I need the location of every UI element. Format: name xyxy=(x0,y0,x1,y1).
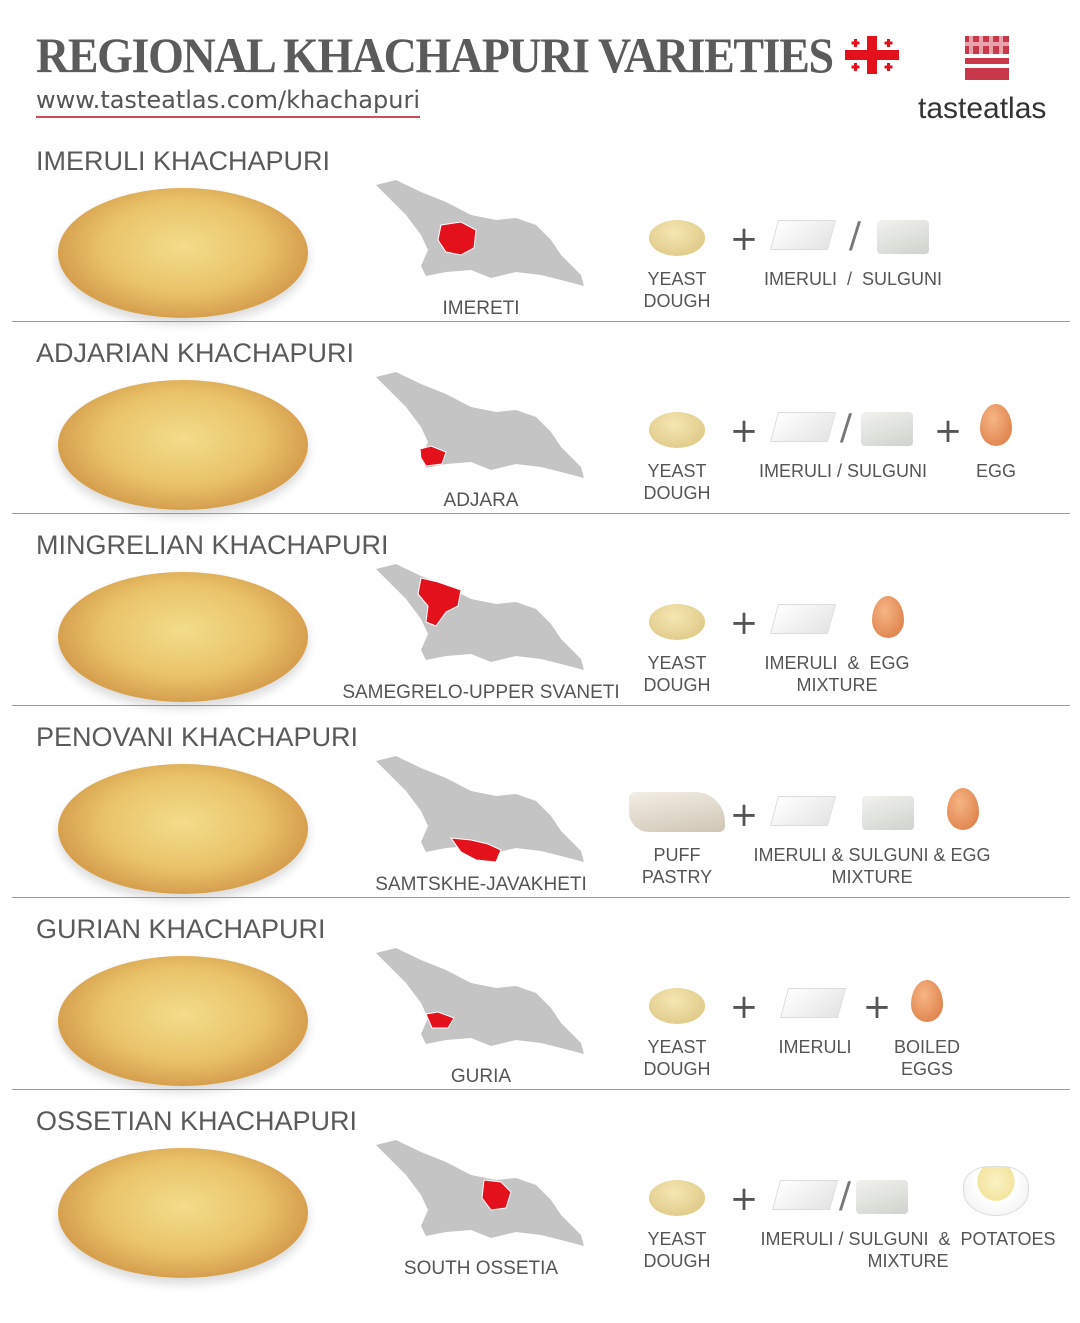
plus-icon: + xyxy=(729,603,759,643)
region-label: ADJARA xyxy=(443,490,519,511)
imeruli-cheese-icon xyxy=(769,796,837,826)
georgia-map xyxy=(376,1140,584,1246)
ingredient-label: IMERULI / SULGUNI xyxy=(763,269,943,289)
ingredient-label: YEAST DOUGH xyxy=(643,1229,711,1271)
slash-icon: / xyxy=(839,407,853,448)
row-divider xyxy=(12,897,1070,898)
variety-title: IMERULI KHACHAPURI xyxy=(36,146,331,176)
ingredient-label: IMERULI & SULGUNI & EGG MIXTURE xyxy=(753,845,991,887)
ingredient-label: YEAST DOUGH xyxy=(643,461,711,503)
sulguni-cheese-icon xyxy=(877,220,929,254)
ingredient-label: YEAST DOUGH xyxy=(643,653,711,695)
variety-row: OSSETIAN KHACHAPURI SOUTH OSSETIA + / YEAST… xyxy=(0,1100,1080,1292)
yeast-dough-icon xyxy=(649,1180,705,1216)
khachapuri-photo xyxy=(58,572,308,702)
georgia-flag-icon xyxy=(845,36,899,74)
sulguni-cheese-icon xyxy=(856,1180,908,1214)
variety-row: GURIAN KHACHAPURI GURIA + + YEAST DOUGH IMER… xyxy=(0,908,1080,1100)
variety-row: ADJARIAN KHACHAPURI ADJARA + / + YEAST DOUGH… xyxy=(0,332,1080,524)
yeast-dough-icon xyxy=(649,604,705,640)
variety-title: MINGRELIAN KHACHAPURI xyxy=(36,530,389,560)
variety-title: ADJARIAN KHACHAPURI xyxy=(36,338,355,368)
georgia-outline xyxy=(376,1140,584,1246)
plus-icon: + xyxy=(862,987,892,1027)
khachapuri-photo xyxy=(58,188,308,318)
variety-row: MINGRELIAN KHACHAPURI SAMEGRELO-UPPER SV… xyxy=(0,524,1080,716)
yeast-dough-icon xyxy=(649,220,705,256)
plus-icon: + xyxy=(729,987,759,1027)
row-divider xyxy=(12,705,1070,706)
yeast-dough-icon xyxy=(649,412,705,448)
region-label: GURIA xyxy=(450,1066,512,1087)
egg-icon xyxy=(911,980,943,1022)
page-title: REGIONAL KHACHAPURI VARIETIES xyxy=(36,27,834,83)
khachapuri-photo xyxy=(58,764,308,894)
source-url-link[interactable]: www.tasteatlas.com/khachapuri xyxy=(36,86,420,118)
imeruli-cheese-icon xyxy=(771,1180,839,1210)
egg-icon xyxy=(872,596,904,638)
khachapuri-photo xyxy=(58,1148,308,1278)
georgia-map xyxy=(376,180,584,286)
georgia-outline xyxy=(376,948,584,1054)
ingredient-label: BOILED EGGS xyxy=(893,1037,961,1079)
georgia-outline xyxy=(376,180,584,286)
plus-icon: + xyxy=(729,219,759,259)
yeast-dough-icon xyxy=(649,988,705,1024)
plus-icon: + xyxy=(729,1179,759,1219)
ingredient-label: YEAST DOUGH xyxy=(643,1037,711,1079)
ingredient-label: IMERULI & EGG MIXTURE xyxy=(764,653,910,695)
variety-row: PENOVANI KHACHAPURI SAMTSKHE-JAVAKHETI + P… xyxy=(0,716,1080,908)
plus-icon: + xyxy=(729,795,759,835)
plus-icon: + xyxy=(729,411,759,451)
georgia-map xyxy=(376,948,584,1054)
ingredient-label: IMERULI xyxy=(778,1037,852,1057)
imeruli-cheese-icon xyxy=(769,604,837,634)
row-divider xyxy=(12,1089,1070,1090)
slash-icon: / xyxy=(838,1175,852,1216)
highlighted-region xyxy=(437,221,477,256)
georgia-map xyxy=(376,372,584,478)
plus-icon: + xyxy=(933,411,963,451)
ingredient-label: IMERULI / SULGUNI & POTATOES MIXTURE xyxy=(760,1229,1056,1271)
georgia-outline xyxy=(376,372,584,478)
sulguni-cheese-icon xyxy=(861,412,913,446)
imeruli-cheese-icon xyxy=(769,412,837,442)
imeruli-cheese-icon xyxy=(769,220,837,250)
georgia-outline xyxy=(376,564,584,670)
highlighted-region xyxy=(425,1011,455,1029)
egg-icon xyxy=(947,788,979,830)
variety-row: IMERULI KHACHAPURI IMERETI + / YEAST DOUGH I… xyxy=(0,140,1080,332)
ingredient-label: IMERULI / SULGUNI xyxy=(758,461,928,481)
region-label: IMERETI xyxy=(442,298,520,319)
ingredient-label: EGG xyxy=(975,461,1017,481)
variety-title: PENOVANI KHACHAPURI xyxy=(36,722,359,752)
variety-title: GURIAN KHACHAPURI xyxy=(36,914,326,944)
georgia-outline xyxy=(376,756,584,862)
highlighted-region xyxy=(481,1179,512,1211)
highlighted-region xyxy=(417,577,462,627)
tasteatlas-logo-icon xyxy=(965,36,1009,80)
mashed-potatoes-icon xyxy=(963,1166,1029,1216)
row-divider xyxy=(12,513,1070,514)
ingredient-label: PUFF PASTRY xyxy=(641,845,713,887)
ingredient-label: YEAST DOUGH xyxy=(643,269,711,311)
puff-pastry-icon xyxy=(629,792,725,832)
khachapuri-photo xyxy=(58,956,308,1086)
highlighted-region xyxy=(449,837,502,863)
khachapuri-photo xyxy=(58,380,308,510)
region-label: SAMTSKHE-JAVAKHETI xyxy=(375,874,587,895)
region-label: SOUTH OSSETIA xyxy=(403,1258,559,1279)
imeruli-cheese-icon xyxy=(779,988,847,1018)
region-label: SAMEGRELO-UPPER SVANETI xyxy=(342,682,620,703)
slash-icon: / xyxy=(848,215,862,256)
highlighted-region xyxy=(419,445,447,467)
variety-title: OSSETIAN KHACHAPURI xyxy=(36,1106,358,1136)
egg-icon xyxy=(980,404,1012,446)
georgia-map xyxy=(376,756,584,863)
row-divider xyxy=(12,321,1070,322)
sulguni-cheese-icon xyxy=(862,796,914,830)
georgia-map xyxy=(376,564,584,670)
tasteatlas-logo-text: tasteatlas xyxy=(918,92,1047,125)
